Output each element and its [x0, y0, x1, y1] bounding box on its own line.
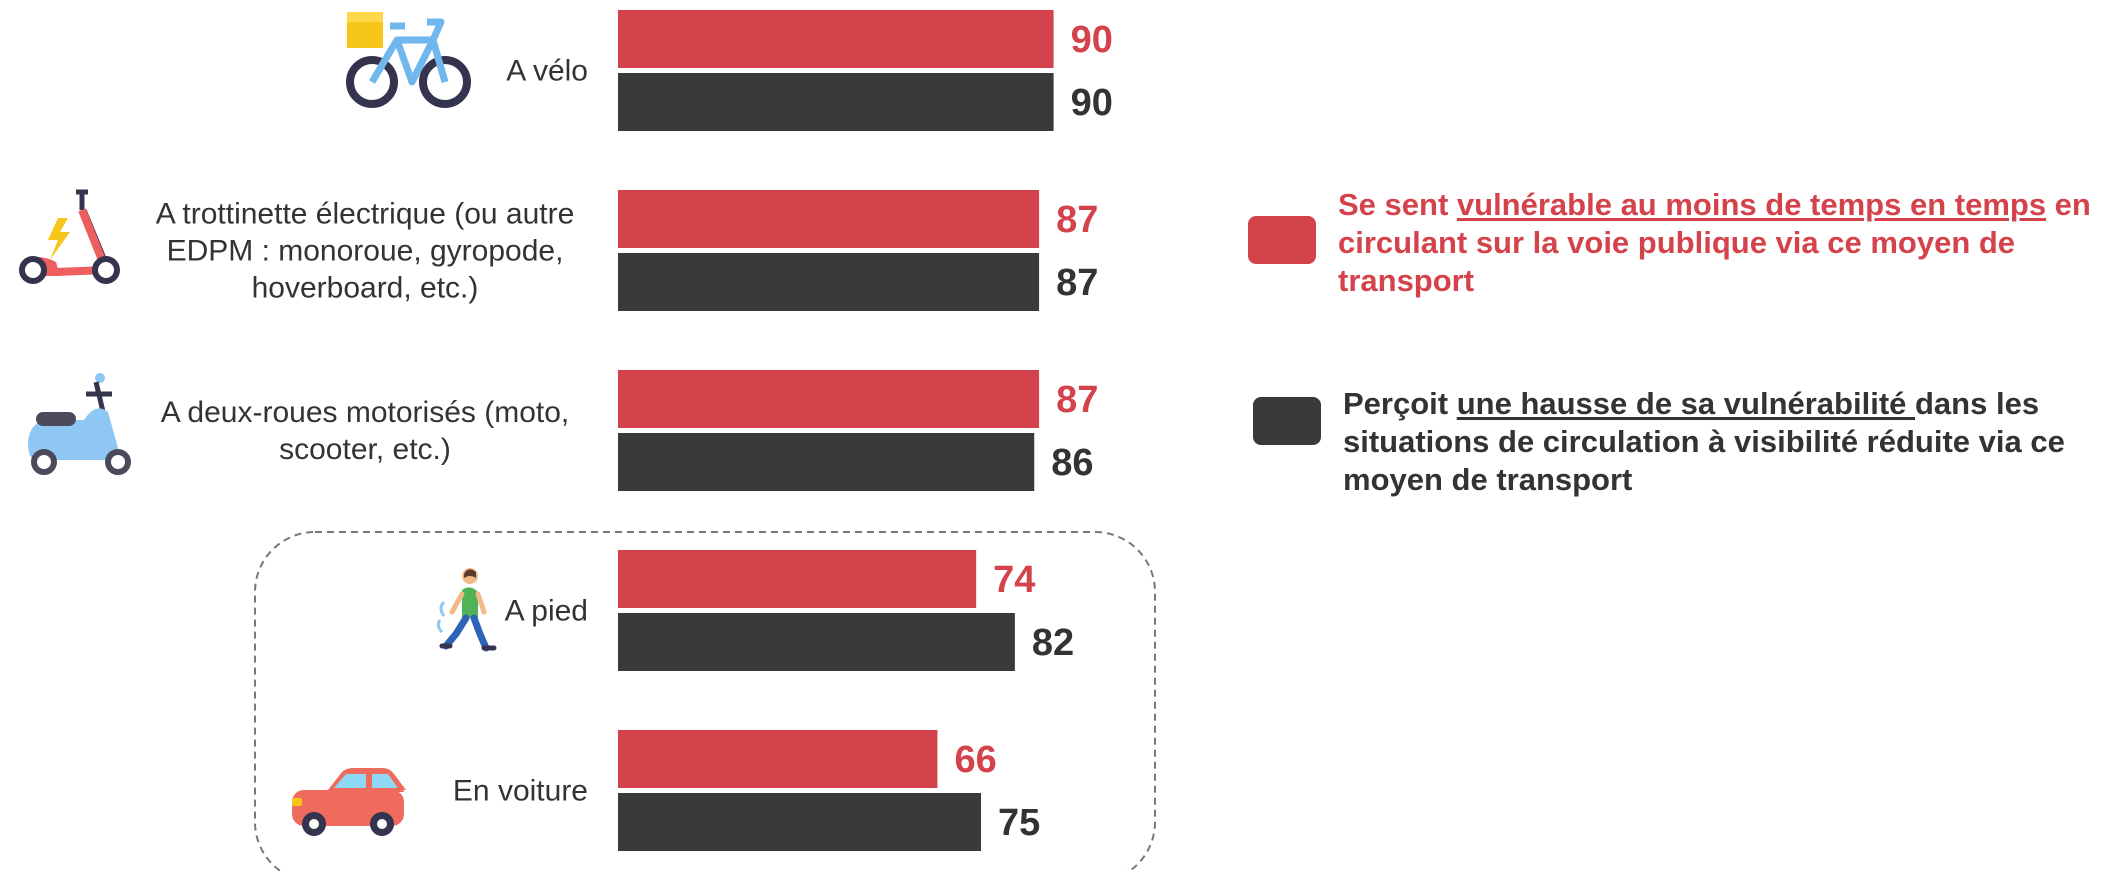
electric-scooter-icon: [19, 189, 120, 284]
legend-dark-prefix: Perçoit: [1343, 386, 1457, 421]
legend-text-visibility: Perçoit une hausse de sa vulnérabilité d…: [1343, 385, 2101, 499]
bar-visibility: [618, 253, 1040, 311]
data-label: 82: [1032, 622, 1074, 664]
car-icon: [292, 768, 406, 836]
category-label-line: A deux-roues motorisés (moto,: [161, 396, 570, 429]
category-label-line: A pied: [505, 595, 588, 628]
group-outline: [254, 531, 1156, 872]
category-label-line: En voiture: [453, 775, 588, 808]
bar-vulnerable: [618, 10, 1054, 68]
legend-red-prefix: Se sent: [1338, 187, 1457, 222]
pedestrian-icon: [436, 568, 497, 652]
category-label-line: A vélo: [506, 55, 588, 88]
category-label-line: EDPM : monoroue, gyropode,: [167, 235, 564, 268]
legend-swatch-red: [1248, 216, 1316, 264]
category-label: En voiture: [453, 775, 588, 808]
data-label: 87: [1056, 199, 1098, 241]
legend-dark-underlined: une hausse de sa vulnérabilité: [1456, 386, 1915, 421]
bars-layer: A vélo 90 90 A trottinette électrique (ou a…: [156, 10, 1113, 851]
legend-red-suffix: en circulant sur la voie publique via ce…: [1338, 187, 2091, 298]
legend-swatch-dark: [1253, 397, 1321, 445]
category-label-line: A trottinette électrique (ou autre: [156, 198, 575, 231]
data-label: 90: [1071, 82, 1113, 124]
bar-visibility: [618, 793, 981, 851]
bicycle-icon: [346, 12, 471, 108]
category-label: A vélo: [506, 55, 588, 88]
bar-vulnerable: [618, 730, 938, 788]
data-label: 75: [998, 802, 1040, 844]
bar-visibility: [618, 613, 1015, 671]
legend-dark-suffix: dans les situations de circulation à vis…: [1343, 386, 2065, 497]
data-label: 86: [1051, 442, 1093, 484]
category-label: A trottinette électrique (ou autre EDPM :…: [156, 198, 575, 305]
bar-visibility: [618, 433, 1035, 491]
data-label: 90: [1071, 19, 1113, 61]
motor-scooter-icon: [28, 373, 131, 475]
data-label: 66: [954, 739, 996, 781]
category-label-line: scooter, etc.): [279, 433, 451, 466]
bar-vulnerable: [618, 190, 1040, 248]
category-label: A deux-roues motorisés (moto, scooter, et…: [161, 396, 570, 466]
data-label: 74: [993, 559, 1035, 601]
legend-text-vulnerable: Se sent vulnérable au moins de temps en …: [1338, 186, 2098, 300]
category-label: A pied: [505, 595, 588, 628]
bar-vulnerable: [618, 550, 977, 608]
bar-visibility: [618, 73, 1054, 131]
legend-red-underlined: vulnérable au moins de temps en temps: [1456, 187, 2047, 222]
data-label: 87: [1056, 379, 1098, 421]
bar-vulnerable: [618, 370, 1040, 428]
data-label: 87: [1056, 262, 1098, 304]
category-label-line: hoverboard, etc.): [252, 272, 479, 305]
